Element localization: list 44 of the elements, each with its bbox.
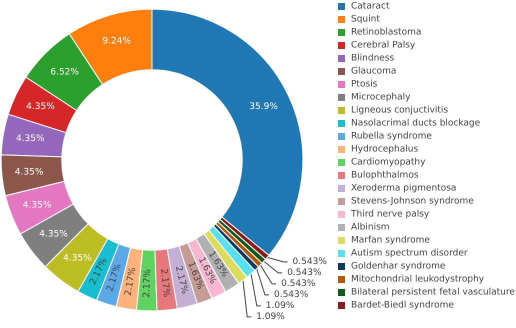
- data-label: 0.543%: [292, 256, 328, 267]
- data-label: 2.17%: [158, 268, 171, 298]
- legend-label: Hydrocephalus: [351, 144, 418, 154]
- legend-label: Squint: [351, 14, 380, 24]
- legend-label: Third nerve palsy: [350, 210, 430, 220]
- legend-label: Cerebral Palsy: [351, 40, 416, 50]
- data-label: 0.543%: [274, 290, 309, 300]
- legend-label: Bardet-Biedl syndrome: [351, 300, 454, 310]
- legend-label: Microcephaly: [351, 92, 412, 102]
- data-label: 1.09%: [256, 312, 286, 322]
- legend-label: Albinism: [351, 222, 390, 232]
- data-label: 0.543%: [281, 278, 316, 289]
- legend-label: Blindness: [351, 54, 395, 64]
- legend-label: Bulophthalmos: [351, 170, 419, 180]
- data-label: 0.543%: [287, 268, 322, 278]
- legend-label: Nasolacrimal ducts blockage: [351, 118, 481, 128]
- legend-label: Mitochondrial leukodystrophy: [351, 274, 485, 284]
- data-label: 4.35%: [14, 168, 44, 178]
- legend-label: Xeroderma pigmentosa: [351, 184, 456, 194]
- data-label: 4.35%: [26, 102, 56, 112]
- data-label: 9.24%: [102, 36, 132, 47]
- data-label: 1.09%: [266, 300, 295, 311]
- legend-label: Bilateral persistent fetal vasculature: [351, 288, 516, 298]
- legend-label: Cardiomyopathy: [351, 158, 426, 168]
- data-label: 4.35%: [22, 200, 52, 210]
- data-label: 4.35%: [63, 253, 92, 264]
- legend-label: Ptosis: [351, 80, 378, 90]
- data-label: 2.17%: [124, 266, 138, 297]
- legend-label: Marfan syndrome: [351, 236, 430, 246]
- legend-label: Autism spectrum disorder: [351, 248, 468, 258]
- data-label: 4.35%: [39, 230, 68, 240]
- data-label: 2.17%: [106, 262, 124, 293]
- data-label: 2.17%: [172, 264, 190, 296]
- legend-label: Cataract: [351, 2, 390, 12]
- legend-label: Stevens-Johnson syndrome: [351, 196, 474, 206]
- data-label: 4.35%: [16, 134, 45, 144]
- data-label: 6.52%: [50, 68, 80, 78]
- data-label: 2.17%: [142, 268, 154, 298]
- legend-label: Glaucoma: [351, 66, 396, 76]
- legend-label: Retinoblastoma: [351, 28, 422, 38]
- legend-label: Ligneous conjuctivitis: [351, 106, 448, 116]
- data-label: 35.9%: [249, 102, 278, 112]
- legend-label: Rubella syndrome: [351, 132, 432, 142]
- legend-label: Goldenhar syndrome: [351, 262, 446, 272]
